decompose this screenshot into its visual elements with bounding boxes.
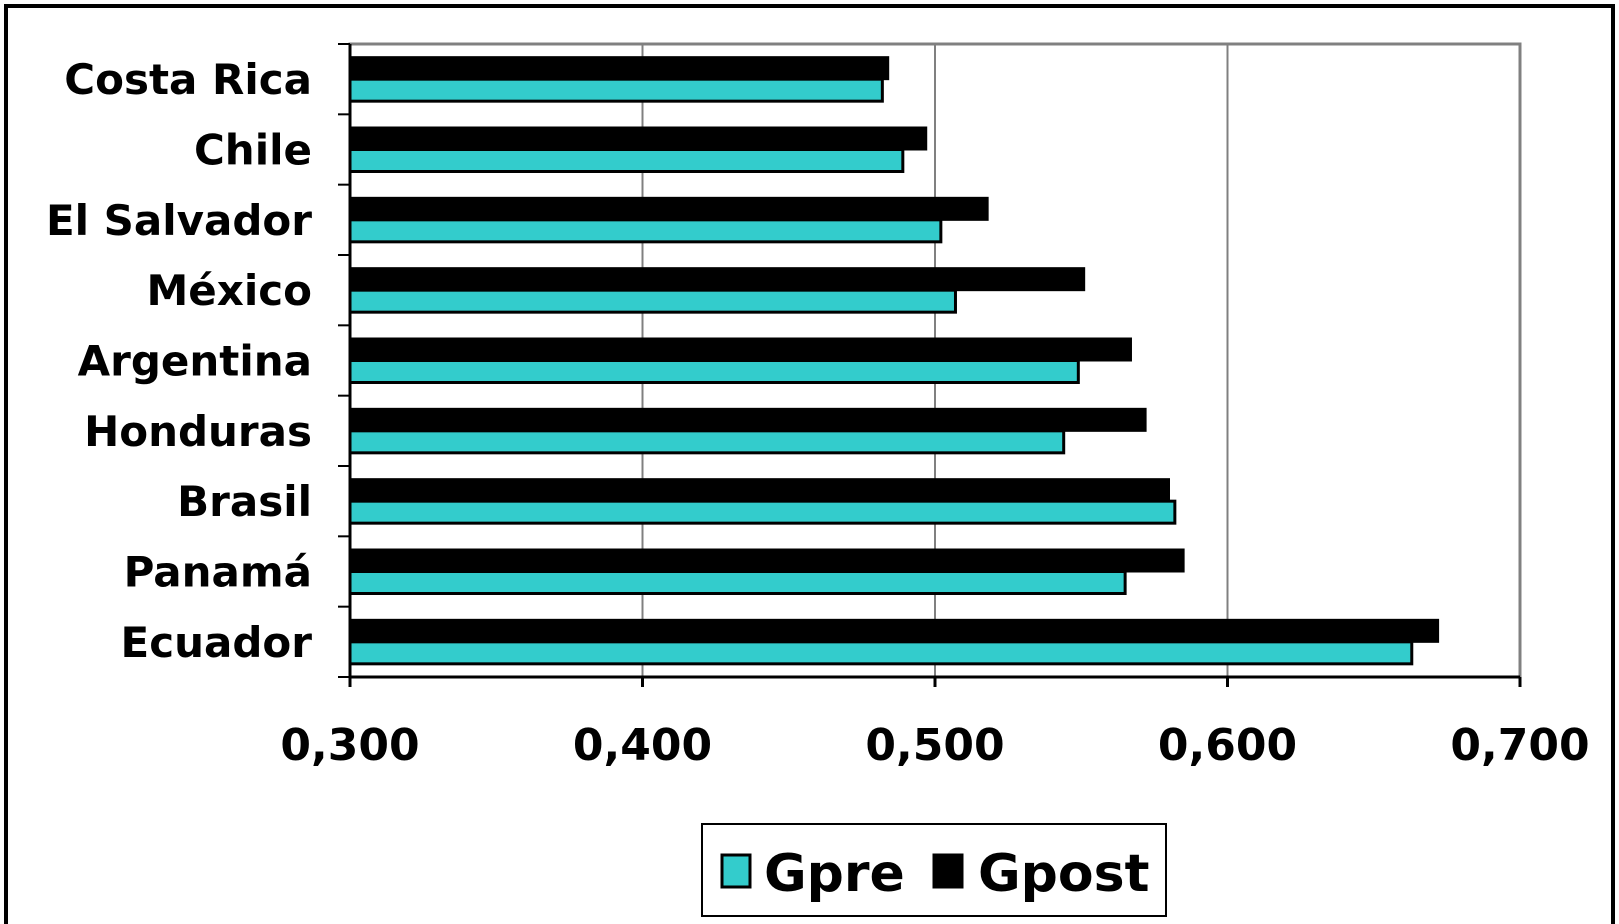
bar-gpre bbox=[348, 499, 1177, 525]
x-tick-label: 0,500 bbox=[865, 720, 1004, 771]
category-label: Panamá bbox=[124, 548, 312, 597]
category-label: Costa Rica bbox=[64, 55, 312, 104]
labels: 0,300 0,400 0,500 0,600 0,700 Costa Rica Chile… bbox=[46, 55, 1590, 771]
category-label: Brasil bbox=[177, 477, 312, 526]
bar-gpre bbox=[348, 429, 1066, 455]
legend: Gpre Gpost bbox=[701, 823, 1167, 917]
bar-gpre bbox=[348, 640, 1414, 666]
bar-gpost bbox=[349, 618, 1440, 643]
category-label: Ecuador bbox=[121, 618, 313, 667]
bar-gpost bbox=[349, 56, 890, 81]
category-label: Chile bbox=[194, 126, 312, 175]
bar-gpre bbox=[348, 570, 1127, 595]
bar-gpost bbox=[349, 267, 1086, 292]
bar-gpre bbox=[348, 359, 1080, 384]
bar-gpost bbox=[349, 548, 1185, 573]
axes bbox=[338, 43, 1522, 687]
bar-gpost bbox=[349, 407, 1147, 432]
category-label: Argentina bbox=[78, 337, 312, 386]
legend-swatch-gpre bbox=[720, 853, 752, 889]
bar-gpre bbox=[348, 148, 905, 173]
bar-gpre bbox=[348, 288, 957, 314]
bar-gpost bbox=[349, 196, 989, 221]
legend-label-gpre: Gpre bbox=[764, 844, 905, 904]
category-label: México bbox=[146, 266, 312, 315]
category-label: Honduras bbox=[84, 407, 312, 456]
x-tick-label: 0,600 bbox=[1158, 720, 1297, 771]
bar-gpost bbox=[349, 126, 928, 151]
x-tick-label: 0,700 bbox=[1450, 720, 1589, 771]
legend-label-gpost: Gpost bbox=[978, 844, 1149, 904]
x-tick-label: 0,400 bbox=[573, 720, 712, 771]
bar-gpost bbox=[349, 478, 1170, 503]
bar-gpre bbox=[348, 218, 943, 244]
bars bbox=[348, 56, 1440, 666]
category-label: El Salvador bbox=[46, 196, 312, 245]
x-tick-label: 0,300 bbox=[280, 720, 419, 771]
legend-swatch-gpost bbox=[932, 853, 964, 889]
bar-gpost bbox=[349, 337, 1132, 362]
bar-gpre bbox=[348, 77, 884, 103]
